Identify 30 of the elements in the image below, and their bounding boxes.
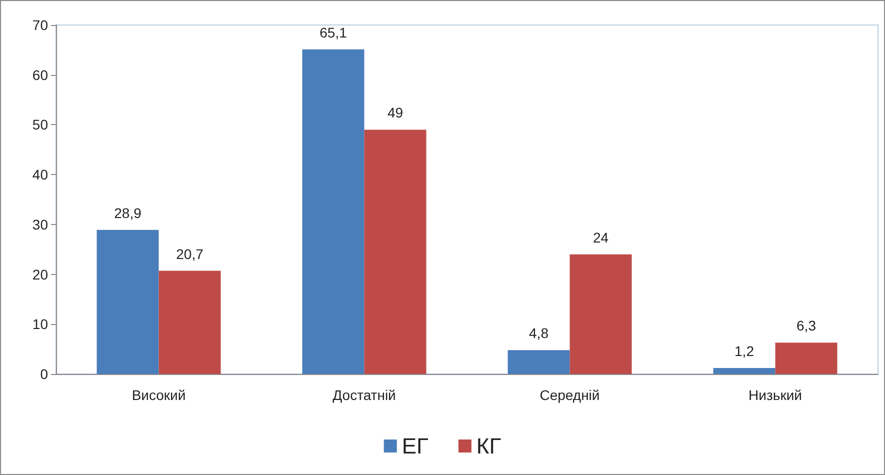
data-label: 49 <box>387 104 404 121</box>
data-label: 20,7 <box>176 246 204 262</box>
y-tick-label: 70 <box>32 17 48 33</box>
x-tick-label: Достатній <box>332 387 396 403</box>
data-label: 1,2 <box>734 343 754 360</box>
x-tick-label: Низький <box>748 387 802 403</box>
bar <box>508 350 570 374</box>
data-label: 6,3 <box>796 318 816 334</box>
bar <box>364 130 426 374</box>
bar <box>96 230 159 374</box>
bar <box>302 49 364 374</box>
data-label: 28,9 <box>114 204 142 221</box>
x-tick-label: Високий <box>132 387 186 403</box>
y-tick-label: 50 <box>32 116 48 133</box>
bar <box>570 254 632 374</box>
y-tick-label: 20 <box>32 266 48 282</box>
y-tick-label: 60 <box>32 66 48 83</box>
bar <box>158 270 221 374</box>
x-tick-label: Середній <box>540 387 600 403</box>
y-tick-label: 0 <box>40 366 48 382</box>
legend-label: КГ <box>476 434 502 458</box>
data-label: 65,1 <box>320 24 348 40</box>
data-label: 4,8 <box>529 325 549 342</box>
data-label: 24 <box>592 229 609 246</box>
legend-label: ЕГ <box>402 434 429 458</box>
y-tick-label: 30 <box>32 216 48 232</box>
y-tick-label: 40 <box>32 166 48 183</box>
bar <box>713 368 776 374</box>
y-tick-label: 10 <box>32 316 48 332</box>
bar <box>775 342 838 374</box>
